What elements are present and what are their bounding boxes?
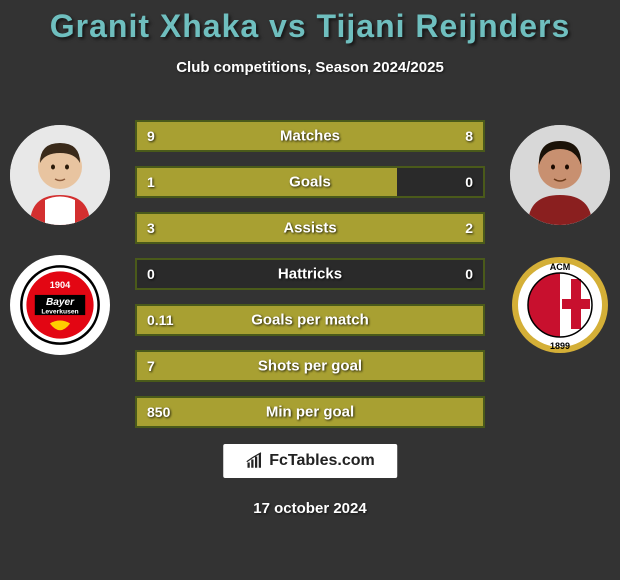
stat-row: 7Shots per goal (135, 350, 485, 382)
stat-label: Assists (137, 220, 483, 237)
badge-left-mid: Bayer (46, 297, 75, 308)
badge-left-bot: Leverkusen (41, 308, 78, 315)
stat-value-right: 2 (465, 220, 473, 236)
page-title: Granit Xhaka vs Tijani Reijnders (0, 8, 620, 45)
badge-left-year: 1904 (50, 280, 71, 290)
badge-right-top: ACM (550, 262, 571, 272)
stat-row: 0Hattricks0 (135, 258, 485, 290)
stat-label: Min per goal (137, 404, 483, 421)
footer-brand-text: FcTables.com (269, 452, 375, 470)
stats-list: 9Matches81Goals03Assists20Hattricks00.11… (135, 120, 485, 428)
badge-right-bot: 1899 (550, 341, 570, 351)
stat-label: Goals (137, 174, 483, 191)
right-column: ACM 1899 (510, 125, 610, 355)
stat-label: Shots per goal (137, 358, 483, 375)
left-column: 1904 Bayer Leverkusen (10, 125, 110, 355)
subtitle: Club competitions, Season 2024/2025 (0, 59, 620, 76)
player-right-svg (510, 125, 610, 225)
footer-date: 17 october 2024 (0, 500, 620, 517)
milan-badge-svg: ACM 1899 (510, 255, 610, 355)
player-left-svg (10, 125, 110, 225)
stat-label: Hattricks (137, 266, 483, 283)
leverkusen-badge-svg: 1904 Bayer Leverkusen (18, 263, 102, 347)
chart-icon (245, 452, 263, 470)
club-right-badge: ACM 1899 (510, 255, 610, 355)
stat-label: Matches (137, 128, 483, 145)
stat-row: 0.11Goals per match (135, 304, 485, 336)
stat-row: 9Matches8 (135, 120, 485, 152)
player-left-avatar (10, 125, 110, 225)
stat-row: 3Assists2 (135, 212, 485, 244)
stat-value-right: 8 (465, 128, 473, 144)
stat-row: 1Goals0 (135, 166, 485, 198)
stat-value-right: 0 (465, 174, 473, 190)
stat-value-right: 0 (465, 266, 473, 282)
stat-label: Goals per match (137, 312, 483, 329)
club-left-badge: 1904 Bayer Leverkusen (10, 255, 110, 355)
footer-brand-badge: FcTables.com (223, 444, 397, 478)
stat-row: 850Min per goal (135, 396, 485, 428)
player-right-avatar (510, 125, 610, 225)
